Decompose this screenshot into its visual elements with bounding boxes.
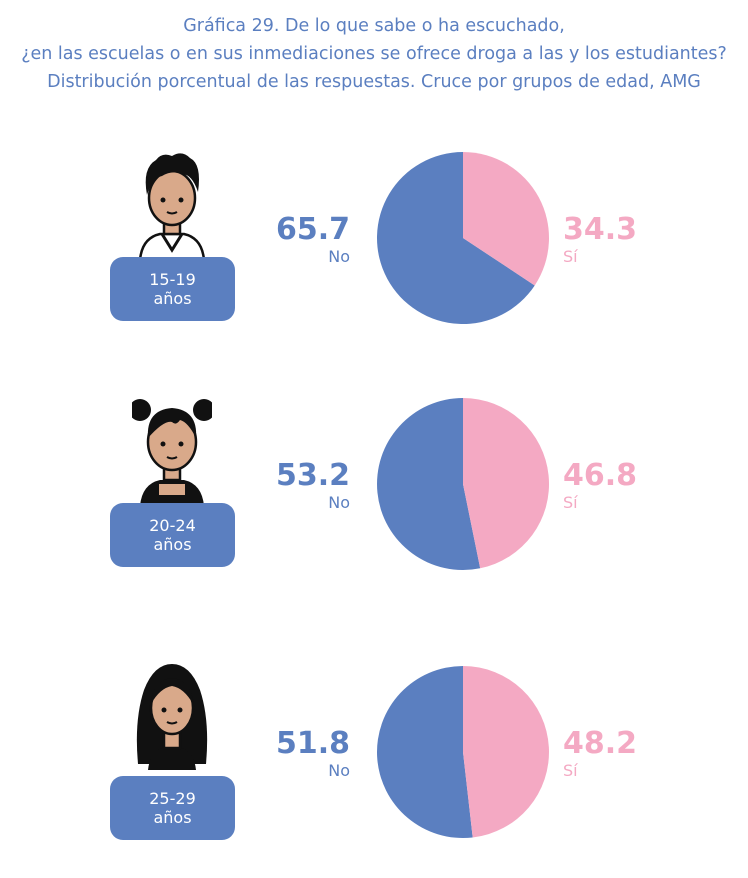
no-series-label: No	[328, 761, 350, 780]
pie-slice-no	[376, 666, 473, 838]
pie-slice-no	[377, 398, 481, 570]
pie-chart	[376, 666, 549, 838]
woman-long-hair-avatar-icon	[136, 664, 208, 770]
no-series-label: No	[328, 493, 350, 512]
si-series-label: Sí	[563, 761, 578, 780]
age-badge: 25-29 años	[110, 776, 235, 840]
age-badge: 15-19 años	[110, 257, 235, 321]
si-value-label: 34.3	[563, 212, 638, 247]
teen-boy-avatar-icon	[138, 153, 206, 260]
pie-chart	[377, 398, 550, 570]
si-series-label: Sí	[563, 493, 578, 512]
age-unit-label: años	[153, 535, 192, 554]
age-group-15-19: 15-19 años 65.7 No 34.3 Sí	[0, 150, 748, 350]
age-range-label: 20-24	[149, 516, 196, 535]
pie-slice-si	[463, 666, 549, 838]
title-line-1: Gráfica 29. De lo que sabe o ha escuchad…	[183, 16, 565, 36]
young-woman-buns-avatar-icon	[132, 399, 212, 506]
chart-title: Gráfica 29. De lo que sabe o ha escuchad…	[0, 12, 748, 96]
no-value-label: 51.8	[275, 726, 350, 761]
pie-slice-si	[463, 152, 549, 286]
si-series-label: Sí	[563, 247, 578, 266]
title-line-3: Distribución porcentual de las respuesta…	[47, 72, 701, 92]
no-value-label: 65.7	[275, 212, 350, 247]
pie-slice-si	[463, 398, 550, 569]
no-series-label: No	[328, 247, 350, 266]
si-value-label: 48.2	[563, 726, 638, 761]
age-badge: 20-24 años	[110, 503, 235, 567]
no-value-label: 53.2	[275, 458, 350, 493]
age-range-label: 25-29	[149, 789, 196, 808]
age-unit-label: años	[153, 289, 192, 308]
pie-slice-no	[376, 152, 535, 324]
si-value-label: 46.8	[563, 458, 638, 493]
age-group-20-24: 20-24 años 53.2 No 46.8 Sí	[0, 396, 748, 596]
age-group-25-29: 25-29 años 51.8 No 48.2 Sí	[0, 664, 748, 864]
age-range-label: 15-19	[149, 270, 196, 289]
title-line-2: ¿en las escuelas o en sus inmediaciones …	[21, 44, 727, 64]
age-unit-label: años	[153, 808, 192, 827]
pie-chart	[376, 152, 549, 324]
